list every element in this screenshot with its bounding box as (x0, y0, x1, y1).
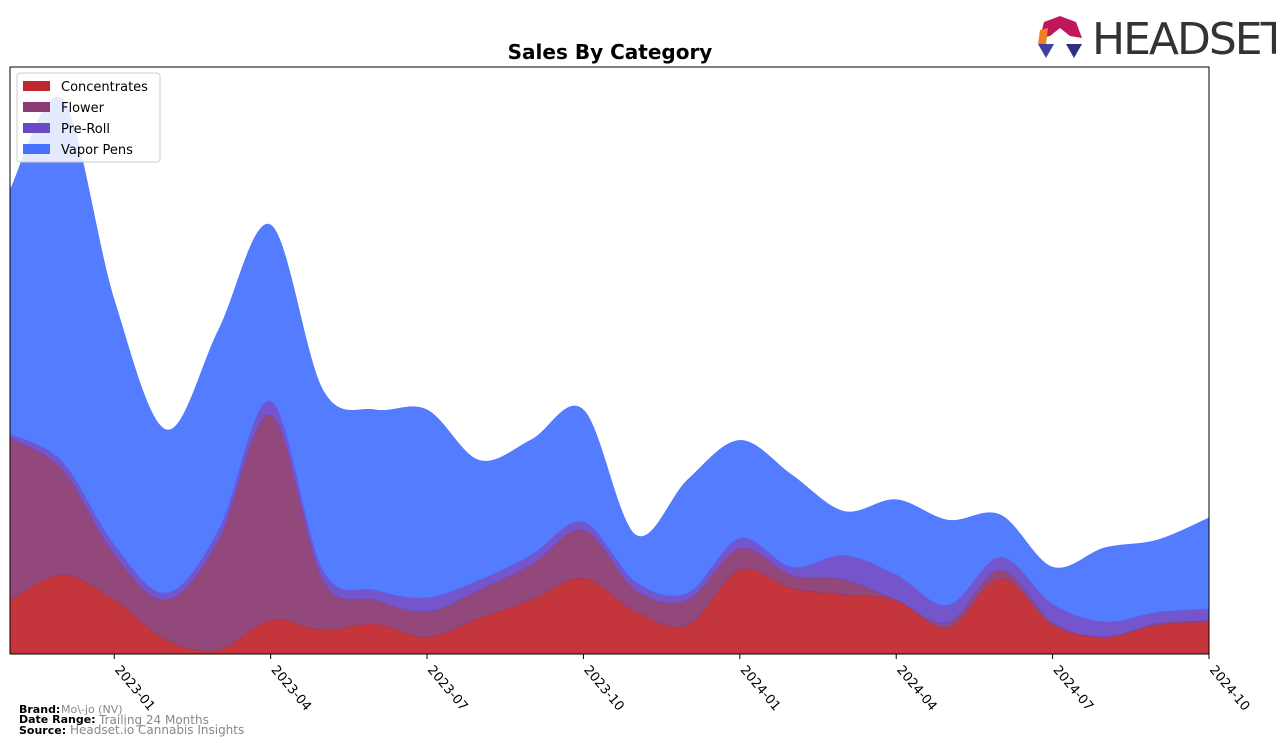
footer-value: Headset.io Cannabis Insights (70, 723, 244, 737)
area (9, 96, 1210, 623)
logo: HEADSET (1038, 14, 1276, 65)
x-tick-label: 2023-10 (580, 663, 626, 714)
x-tick-label: 2024-07 (1050, 663, 1096, 714)
x-tick-label: 2024-01 (737, 663, 783, 714)
legend-box (16, 72, 161, 163)
legend-swatch (23, 144, 50, 154)
legend-label: Pre-Roll (61, 122, 110, 137)
footer-label: Brand: (19, 703, 60, 716)
chart-title: Sales By Category (508, 40, 713, 64)
legend-label: Flower (61, 101, 105, 116)
legend-swatch (23, 102, 50, 112)
legend-label: Concentrates (61, 80, 148, 95)
x-tick-label: 2024-10 (1206, 663, 1252, 714)
logo-text: HEADSET (1092, 14, 1276, 65)
legend-label: Vapor Pens (61, 143, 133, 158)
legend-swatch (23, 81, 50, 91)
footer-label: Source: (19, 724, 66, 737)
footer-value: Mo\-jo (NV) (61, 703, 123, 716)
x-tick-label: 2023-07 (424, 663, 470, 714)
footer-label: Date Range: (19, 713, 96, 726)
x-tick-label: 2024-04 (893, 663, 939, 714)
plot-frame (9, 66, 1210, 655)
footer-value: Trailing 24 Months (98, 713, 209, 727)
x-tick-label: 2023-04 (268, 663, 314, 714)
legend-swatch (23, 123, 50, 133)
